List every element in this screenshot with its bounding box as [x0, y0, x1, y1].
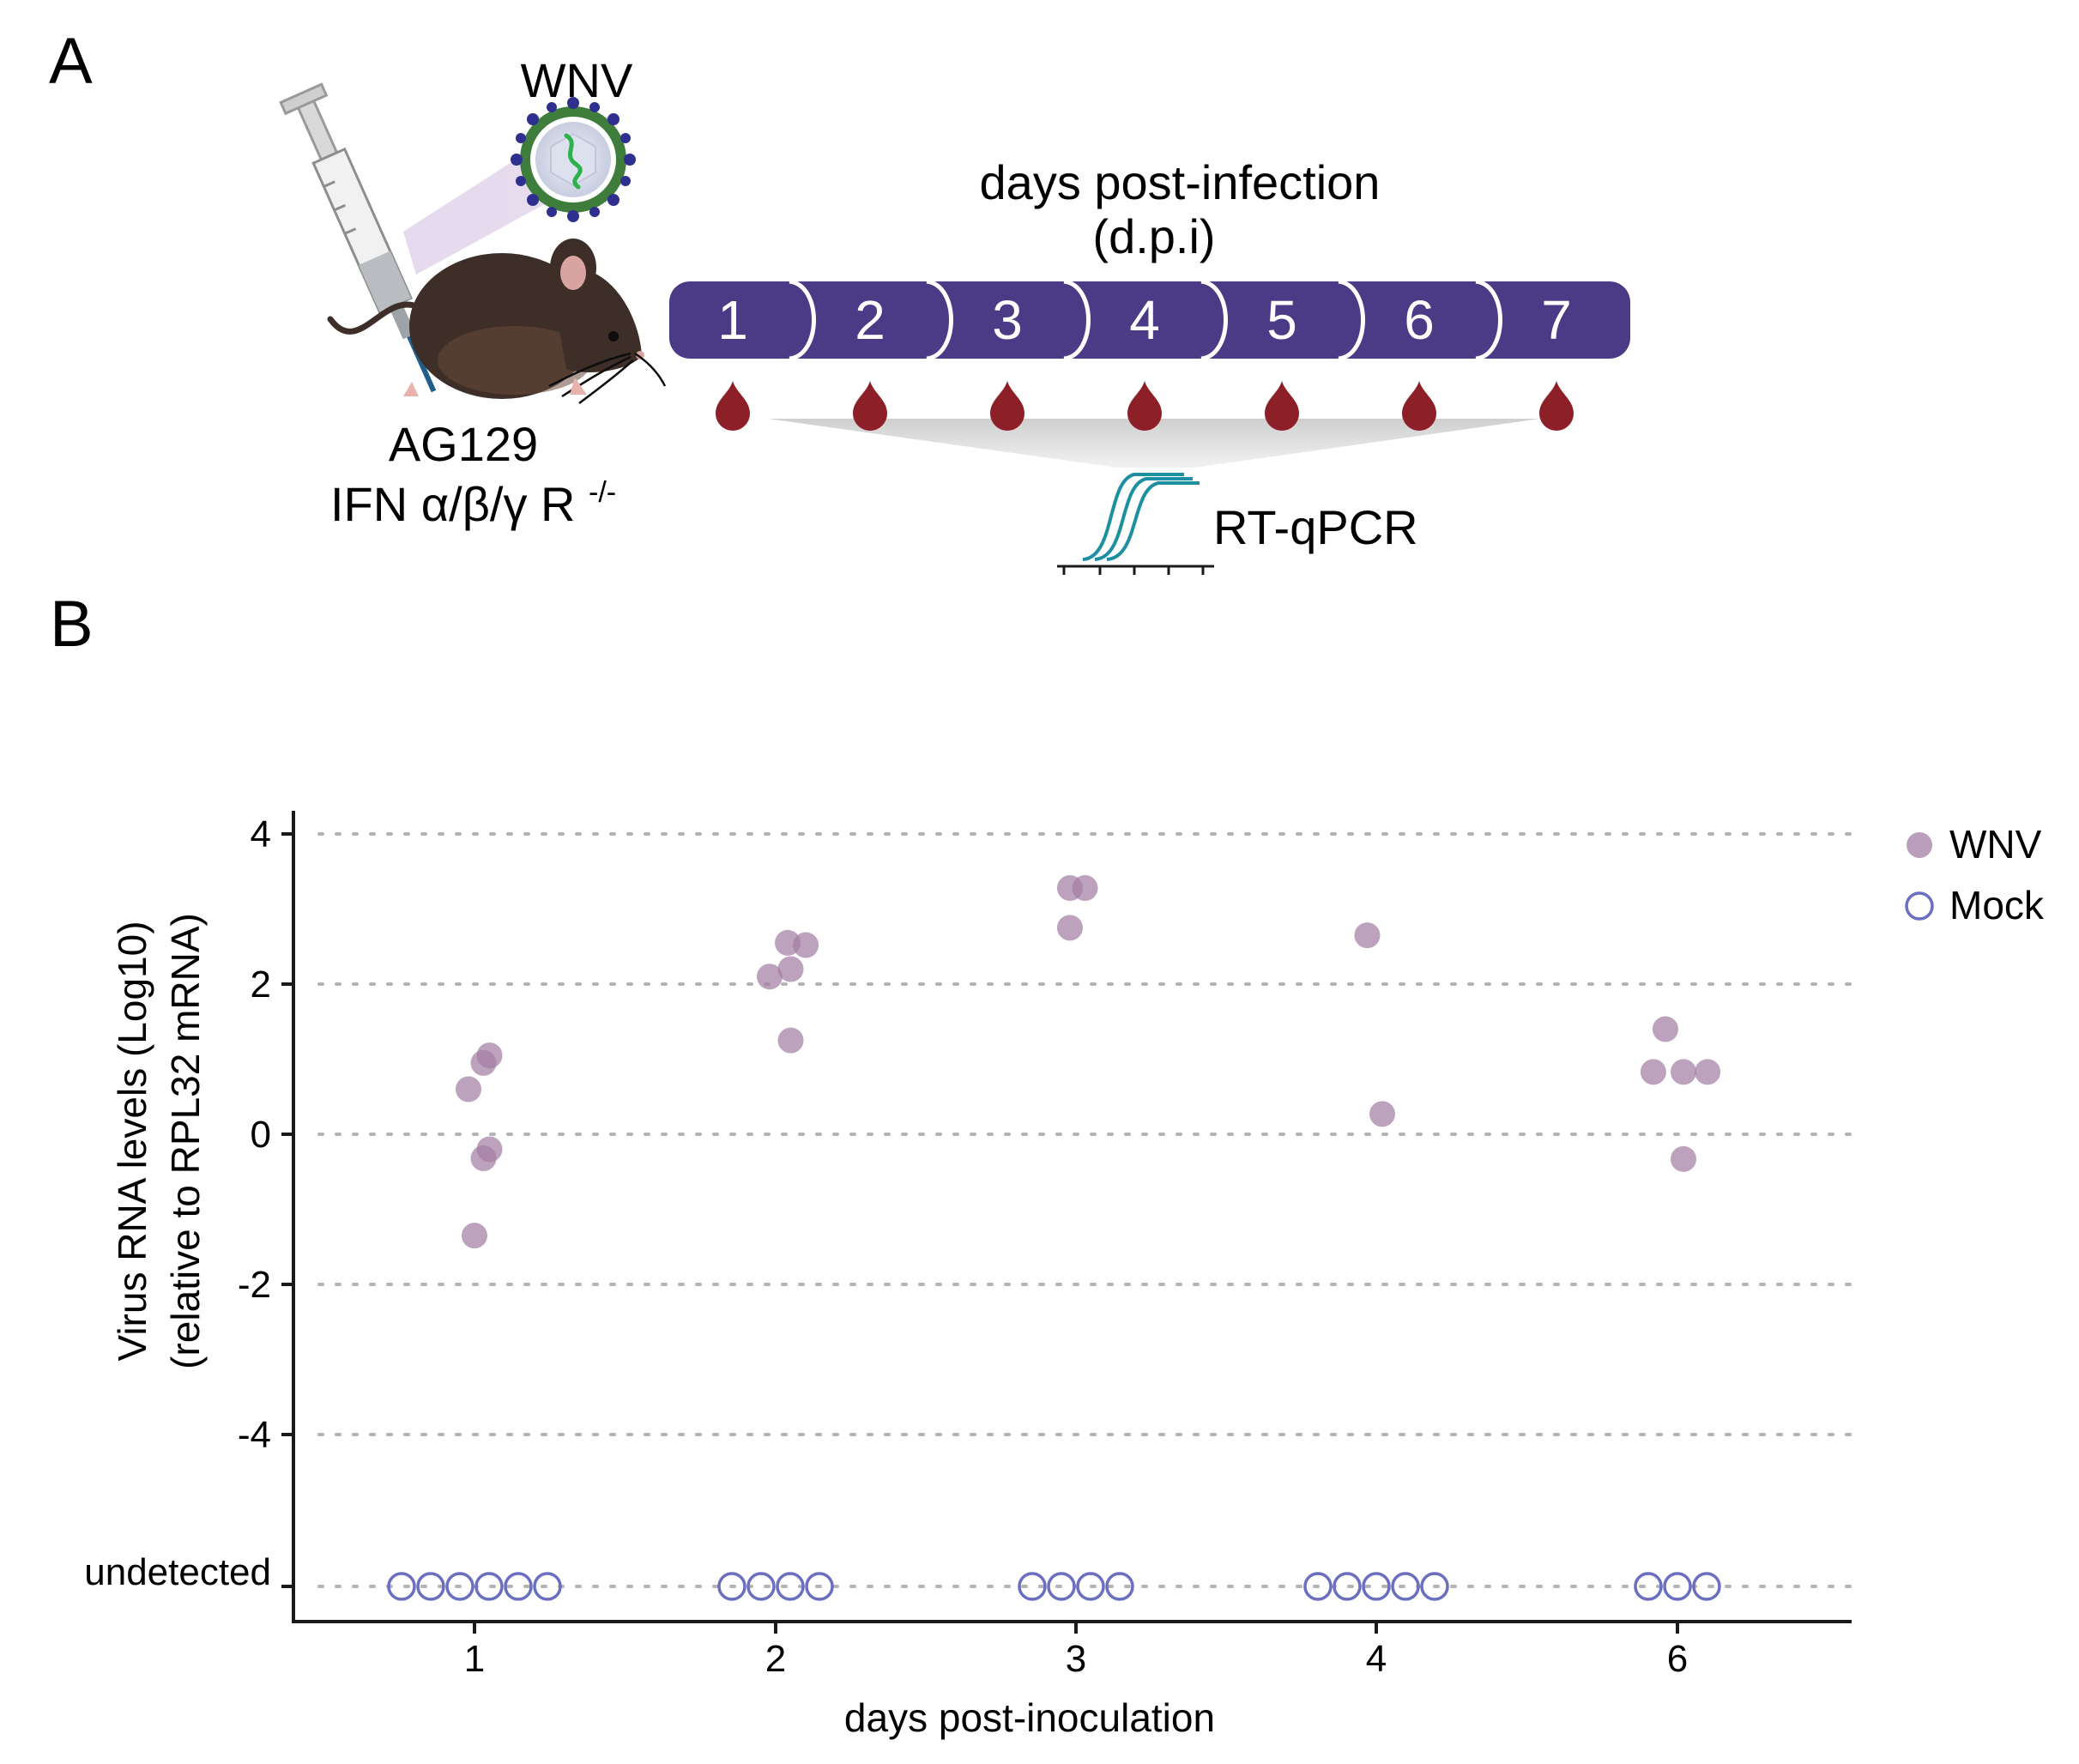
timeline-day-6: 6: [1404, 289, 1435, 351]
mock-point: [1018, 1572, 1047, 1601]
mock-point: [533, 1572, 562, 1601]
wnv-point: [470, 1145, 497, 1171]
legend-wnv-marker: [1907, 832, 1932, 858]
timeline-day-4: 4: [1129, 289, 1160, 351]
legend-wnv-label: WNV: [1949, 822, 2042, 867]
y-axis-title-line1: Virus RNA levels (Log10): [110, 921, 154, 1361]
mock-point: [1303, 1572, 1333, 1601]
mock-point: [1692, 1572, 1721, 1601]
y-tick-label: 0: [251, 1114, 271, 1156]
wnv-point: [455, 1076, 481, 1102]
x-tick-label: 1: [464, 1638, 485, 1680]
wnv-point: [470, 1049, 497, 1076]
blood-drop-icon: [1539, 381, 1574, 431]
wnv-point: [1354, 922, 1381, 949]
legend-mock-marker: [1905, 891, 1934, 921]
x-tick-label: 4: [1366, 1638, 1387, 1680]
blood-drop-icon: [990, 381, 1024, 431]
mock-point: [1076, 1572, 1105, 1601]
virus-icon: [511, 97, 636, 222]
mock-point: [504, 1572, 533, 1601]
timeline-day-1: 1: [717, 289, 748, 351]
panel-b-label: B: [50, 588, 94, 661]
x-tick-label: 2: [765, 1638, 786, 1680]
y-tick-label: -4: [238, 1414, 271, 1456]
wnv-point: [1056, 915, 1083, 941]
mock-point: [1420, 1572, 1449, 1601]
x-tick-label: 3: [1066, 1638, 1086, 1680]
timeline-day-2: 2: [855, 289, 885, 351]
wnv-point: [793, 932, 819, 958]
scatter-chart: 4 2 0 -2 -4 undetected 1 2 3 4 6 days post-inoculat…: [84, 811, 2045, 1740]
timeline-separator: [1475, 279, 1502, 361]
mock-point: [445, 1572, 474, 1601]
mock-point: [1333, 1572, 1362, 1601]
timeline-day-3: 3: [992, 289, 1023, 351]
panel-a-label: A: [49, 25, 93, 98]
y-tick-label: -2: [238, 1264, 271, 1306]
timeline-day-7: 7: [1541, 289, 1572, 351]
legend: WNV Mock: [1905, 822, 2045, 927]
timeline-title-line2: (d.p.i): [1092, 209, 1215, 263]
mock-point: [717, 1572, 746, 1601]
mock-point: [474, 1572, 504, 1601]
mock-point: [805, 1572, 834, 1601]
x-axis-title: days post-inoculation: [844, 1695, 1215, 1740]
timeline-separator: [1063, 279, 1091, 361]
mock-point: [1634, 1572, 1663, 1601]
mock-point: [387, 1572, 416, 1601]
legend-mock-label: Mock: [1949, 883, 2045, 927]
wnv-point: [462, 1223, 487, 1249]
mock-point: [746, 1572, 776, 1601]
wnv-point: [1671, 1145, 1697, 1172]
wnv-point: [1695, 1059, 1721, 1085]
timeline-bar: 1 2 3 4 5 6 7: [669, 279, 1630, 431]
wnv-point: [756, 964, 783, 990]
sample-pool-funnel: [768, 419, 1540, 468]
wnv-point: [1072, 875, 1098, 901]
pcr-curves-icon: [1057, 473, 1214, 575]
panel-b: B 4 2 0 -2 -4 undetected 1 2 3 4 6 days post-inocul…: [50, 588, 2045, 1740]
y-axis-title-line2: (relative to RPL32 mRNA): [163, 913, 208, 1369]
y-tick-label: 2: [251, 964, 271, 1006]
mock-point: [416, 1572, 445, 1601]
y-tick-label: 4: [251, 813, 271, 855]
wnv-point: [777, 1027, 804, 1054]
blood-drop-icon: [853, 381, 887, 431]
wnv-point: [1671, 1059, 1697, 1085]
blood-drop-icon: [1402, 381, 1436, 431]
wnv-point: [1369, 1101, 1396, 1127]
mouse-strain-label: AG129: [389, 417, 538, 471]
mouse-icon: [327, 239, 667, 404]
timeline-separator: [1200, 279, 1228, 361]
mock-point: [1391, 1572, 1420, 1601]
y-tick-label-undetected: undetected: [84, 1551, 271, 1593]
mock-point: [776, 1572, 805, 1601]
assay-label: RT-qPCR: [1213, 500, 1418, 554]
genotype-superscript: -/-: [589, 476, 616, 509]
mock-point: [1047, 1572, 1076, 1601]
timeline-day-5: 5: [1266, 289, 1297, 351]
blood-drop-icon: [716, 381, 750, 431]
timeline-title-line1: days post-infection: [980, 155, 1381, 209]
x-tick-label: 6: [1667, 1638, 1688, 1680]
timeline-separator: [789, 279, 816, 361]
blood-drop-icon: [1265, 381, 1299, 431]
timeline-background: [669, 281, 1630, 359]
timeline-separator: [926, 279, 953, 361]
syringe-icon: [279, 82, 437, 393]
wnv-point: [1640, 1059, 1666, 1085]
mock-point: [1362, 1572, 1391, 1601]
zoom-beam: [403, 154, 549, 275]
mouse-genotype-label: IFN α/β/γ R -/-: [330, 476, 616, 531]
timeline-separator: [1338, 279, 1365, 361]
wnv-point: [777, 956, 804, 982]
mock-point: [1105, 1572, 1134, 1601]
wnv-point: [1652, 1016, 1678, 1042]
blood-drop-icon: [1127, 381, 1162, 431]
virus-label: WNV: [521, 53, 633, 107]
mock-point: [1663, 1572, 1692, 1601]
panel-a: A: [49, 25, 1630, 575]
